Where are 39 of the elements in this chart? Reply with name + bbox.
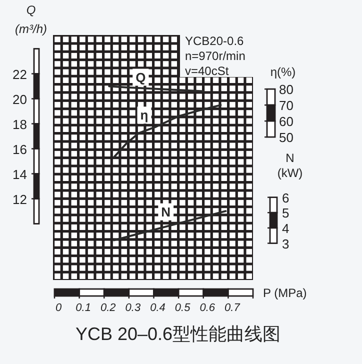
annotation: v=40cSt xyxy=(185,64,230,78)
y-tick-label: 22 xyxy=(12,66,27,82)
series-label: N xyxy=(161,204,171,220)
y-tick-label: 20 xyxy=(12,92,27,107)
y3-tick-label: 5 xyxy=(282,206,290,221)
y-tick-label: 16 xyxy=(12,142,27,157)
axis-y: 12 14 16 18 20 22 xyxy=(12,48,40,224)
series-label: N xyxy=(158,203,174,220)
series-label: η xyxy=(137,106,152,124)
y-tick-label: 14 xyxy=(12,166,27,182)
y3-tick-label: 6 xyxy=(282,190,290,206)
y2-tick-label: 80 xyxy=(279,82,294,98)
x-tick-label: 0.4 xyxy=(150,302,166,314)
x-tick-label: 0.6 xyxy=(200,302,216,314)
text: YCB 20–0.6型性能曲线图 xyxy=(75,324,281,344)
x-tick-label: 0.2 xyxy=(100,302,116,314)
y3-tick-label: 3 xyxy=(282,236,290,252)
x-tick-label: 0.3 xyxy=(125,302,142,314)
x-tick-label: 0.7 xyxy=(224,302,241,314)
x-tick-label: 0.5 xyxy=(174,302,192,314)
y-axis-title: Q (m³/h) xyxy=(15,3,47,36)
annotation: n=970r/min xyxy=(185,49,246,63)
x-tick-label: 0 xyxy=(55,302,62,314)
y-tick-label: 18 xyxy=(12,116,27,132)
annotation: YCB20-0.6 xyxy=(185,34,244,48)
x-tick-label: 0.1 xyxy=(76,302,91,314)
axis-y3: 3 4 5 6 xyxy=(268,190,290,252)
x-axis-title: P (MPa) xyxy=(263,286,307,300)
axis-y2: 50 60 70 80 xyxy=(264,82,294,146)
y3-tick-label: 4 xyxy=(282,220,290,236)
series-label: η xyxy=(140,108,148,123)
series-label: Q xyxy=(136,70,146,85)
y3-axis-title: N (kW) xyxy=(277,151,303,180)
y2-tick-label: 70 xyxy=(279,98,294,114)
y2-tick-label: 50 xyxy=(279,130,294,146)
y-tick-label: 12 xyxy=(12,192,27,207)
y2-axis-title: η(%) xyxy=(270,65,296,79)
y2-tick-label: 60 xyxy=(279,114,294,130)
series-label: Q xyxy=(132,68,149,86)
